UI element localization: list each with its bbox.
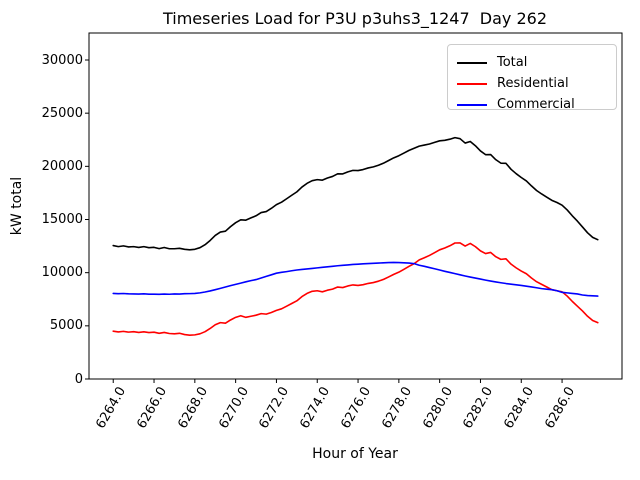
- commercial-line: [112, 261, 599, 297]
- y-tick-label: 20000: [41, 158, 83, 174]
- y-tick-label: 25000: [41, 105, 83, 121]
- x-axis-label: Hour of Year: [312, 446, 398, 462]
- series-lines: [112, 136, 599, 336]
- total-line: [112, 136, 599, 251]
- y-tick-label: 0: [74, 371, 83, 387]
- legend-label-total: Total: [497, 55, 528, 70]
- legend-item-residential: Residential: [448, 73, 616, 94]
- residential-line: [112, 242, 599, 336]
- plot-border: [88, 32, 623, 380]
- legend: Total Residential Commercial: [447, 44, 617, 112]
- chart-title: Timeseries Load for P3U p3uhs3_1247 Day …: [162, 9, 548, 28]
- total-line-swatch: [457, 61, 487, 64]
- legend-item-commercial: Commercial: [448, 94, 616, 115]
- y-tick-label: 5000: [49, 318, 83, 334]
- y-tick-label: 10000: [41, 265, 83, 281]
- legend-label-commercial: Commercial: [497, 97, 575, 112]
- residential-line-swatch: [457, 82, 487, 85]
- legend-label-residential: Residential: [497, 76, 569, 91]
- commercial-line-swatch: [457, 103, 487, 106]
- y-tick-label: 30000: [41, 52, 83, 68]
- legend-item-total: Total: [448, 52, 616, 73]
- axis-tick-marks: [85, 59, 563, 383]
- y-axis-label: kW total: [9, 176, 25, 236]
- y-tick-label: 15000: [41, 212, 83, 227]
